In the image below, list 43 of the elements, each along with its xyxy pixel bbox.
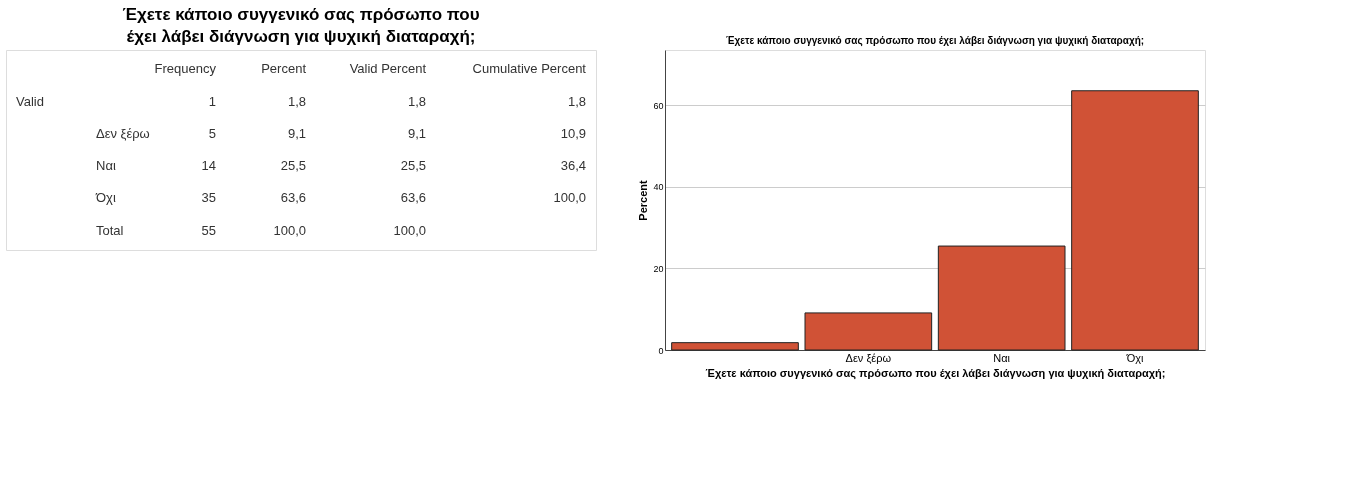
y-tick-label: 40 [653, 182, 664, 193]
text: Όχι [95, 190, 116, 206]
text: 100,0 [553, 190, 586, 206]
bar [937, 245, 1066, 351]
x-tick-label: Δεν ξέρω [845, 351, 892, 364]
text: Percent [261, 61, 307, 77]
y-tick-label: 60 [653, 100, 664, 111]
text: Ναι [96, 158, 116, 174]
x-tick-label: Όχι [1125, 351, 1144, 364]
text: 100,0 [273, 222, 306, 238]
text: 10,9 [560, 125, 586, 141]
text: 55 [201, 222, 216, 238]
text: 100,0 [393, 222, 426, 238]
text: Δεν ξέρω [96, 125, 150, 141]
text: 5 [208, 125, 216, 141]
text: 9,1 [407, 125, 426, 141]
text: 25,5 [280, 158, 306, 174]
text: 63,6 [400, 190, 426, 206]
text: 1,8 [567, 93, 586, 109]
text: Valid Percent [349, 61, 427, 77]
text: 14 [201, 158, 216, 174]
text: 25,5 [400, 158, 426, 174]
text: Cumulative Percent [472, 61, 587, 77]
text: Total [96, 222, 124, 238]
x-tick-label: Ναι [993, 351, 1011, 364]
text: Valid [16, 93, 44, 109]
y-tick-label: 0 [658, 345, 664, 356]
bar [671, 342, 799, 351]
text: 63,6 [280, 190, 306, 206]
text: 1,8 [407, 93, 426, 109]
text: 35 [201, 190, 216, 206]
chart-title: Έχετε κάποιο συγγενικό σας πρόσωπο που έχει λάβει διάγνωση για ψυχική διαταραχή; [725, 35, 1145, 47]
text: 9,1 [287, 125, 306, 141]
y-tick-label: 20 [653, 263, 664, 274]
text: Έχετε κάποιο συγγενικό σας πρόσωπο που έχει λάβει διάγνωση για ψυχική διαταραχή; [122, 5, 480, 46]
text: Frequency [154, 61, 217, 77]
bar [1071, 90, 1199, 351]
text: 36,4 [560, 158, 586, 174]
text: 1 [208, 93, 216, 109]
y-axis-title: Percent [637, 179, 650, 221]
text: 1,8 [287, 93, 306, 109]
bar [804, 312, 933, 351]
x-axis-title: Έχετε κάποιο συγγενικό σας πρόσωπο που έχει λάβει διάγνωση για ψυχική διαταραχή; [705, 366, 1166, 380]
